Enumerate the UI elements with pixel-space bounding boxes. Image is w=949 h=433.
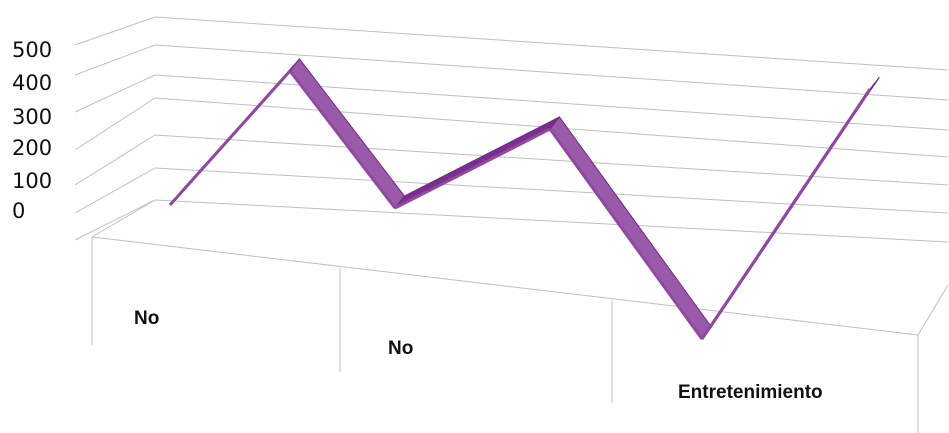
floor-front-edge: [91, 236, 919, 336]
ribbon-edge: [700, 88, 872, 340]
y-tick-label: 300: [12, 105, 52, 129]
y-tick-label: 100: [12, 169, 52, 193]
x-category-label: No: [388, 338, 413, 359]
gridline: [154, 134, 949, 186]
ribbon-edge: [288, 70, 397, 209]
floor-edge: [91, 199, 156, 238]
gridline: [74, 167, 156, 214]
gridline: [154, 44, 949, 101]
gridline: [154, 74, 949, 131]
gridline: [154, 199, 949, 243]
y-tick-label: 500: [12, 38, 52, 62]
y-tick-label: 400: [12, 71, 52, 95]
y-axis-ticks: 0 100 200 300 400 500: [12, 38, 52, 223]
ribbon-edge: [394, 127, 551, 210]
y-tick-label: 200: [12, 136, 52, 160]
gridline: [74, 199, 156, 241]
ribbon-edge: [548, 128, 704, 340]
gridline: [74, 16, 156, 46]
gridlines: [74, 16, 949, 243]
x-axis-categories: No No Entretenimiento: [134, 308, 823, 403]
series-ribbon: [168, 58, 880, 340]
floor-right-edge: [917, 284, 949, 336]
gridline: [74, 44, 156, 76]
ribbon-edge: [168, 69, 292, 207]
gridline: [74, 134, 156, 186]
x-category-label: No: [134, 308, 159, 329]
y-tick-label: 0: [12, 199, 25, 223]
chart-floor: [91, 199, 949, 433]
gridline: [74, 97, 156, 151]
gridline: [154, 16, 949, 71]
gridline: [74, 74, 156, 113]
x-category-label: Entretenimiento: [678, 382, 823, 403]
gridline: [154, 167, 949, 214]
ribbon-segment: [289, 58, 406, 209]
